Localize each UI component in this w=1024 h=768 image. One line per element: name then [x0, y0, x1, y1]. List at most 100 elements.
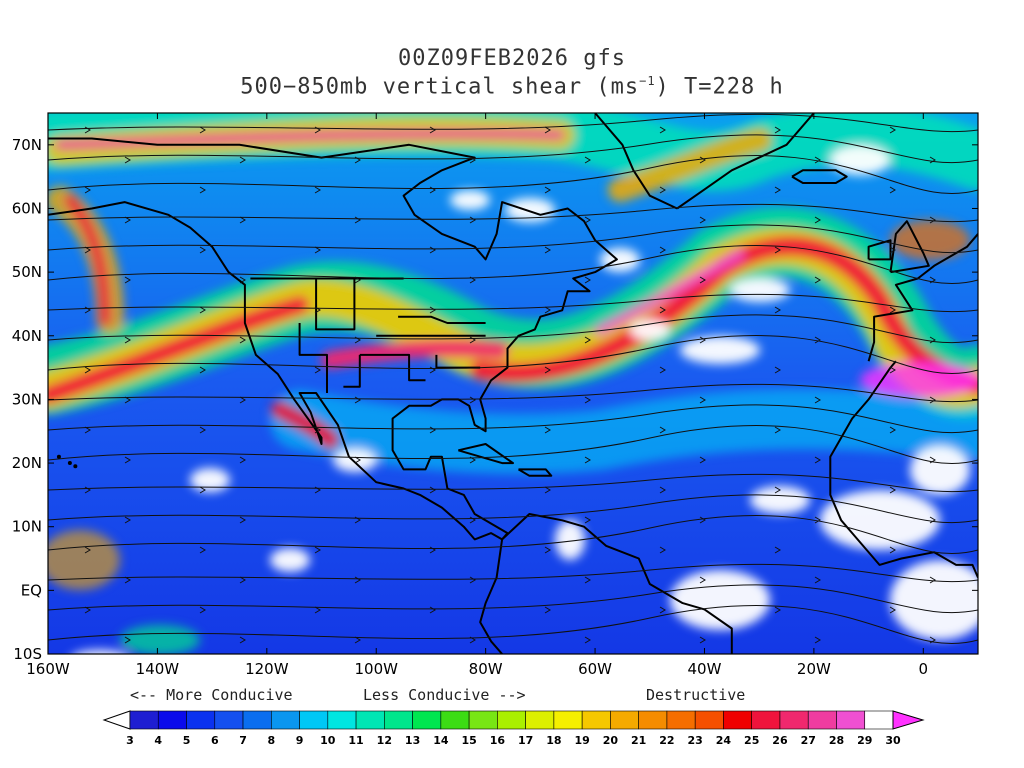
colorbar-label: 10: [320, 734, 336, 747]
streamline-arrow: [774, 126, 781, 134]
shear-blob: [910, 445, 970, 495]
streamline-arrow: [429, 366, 436, 374]
shear-blob: [630, 320, 670, 340]
colorbar-label: 21: [631, 734, 646, 747]
y-tick-label: 40N: [12, 327, 42, 345]
streamline-arrow: [354, 636, 361, 644]
streamline-arrow: [84, 306, 91, 314]
coastline: [315, 278, 356, 331]
shear-blob: [555, 520, 585, 560]
coastline: [359, 353, 426, 382]
streamline-arrow: [659, 306, 666, 314]
streamline-arrow: [544, 366, 551, 374]
streamline-arrow: [659, 246, 666, 254]
streamline-arrow: [699, 156, 706, 164]
streamline-arrow: [544, 486, 551, 494]
colorbar-swatch: [864, 710, 894, 730]
colorbar-swatch: [525, 710, 555, 730]
streamline-arrow: [814, 576, 821, 584]
colorbar-label: 28: [829, 734, 844, 747]
streamline-arrow: [239, 336, 246, 344]
streamline-arrow: [544, 606, 551, 614]
colorbar-swatch: [299, 710, 329, 730]
colorbar-swatch: [553, 710, 583, 730]
streamline-arrow: [124, 396, 131, 404]
shear-blob: [190, 468, 230, 492]
streamline-arrow: [199, 366, 206, 374]
streamline: [48, 113, 978, 133]
streamline: [48, 155, 978, 195]
shear-band: [48, 296, 309, 404]
y-tick-label: 30N: [12, 390, 42, 408]
coastline: [676, 113, 815, 210]
y-tick-label: 10N: [12, 518, 42, 536]
shear-band: [321, 339, 509, 369]
shear-band: [608, 128, 772, 202]
coastline: [501, 513, 733, 654]
shear-blob: [505, 198, 555, 222]
colorbar-label: 11: [348, 734, 363, 747]
streamline-arrow: [889, 366, 896, 374]
streamline-arrow: [584, 216, 591, 224]
x-tick-label: 40W: [688, 660, 722, 678]
x-tick-label: 60W: [578, 660, 612, 678]
colorbar-label: 15: [461, 734, 476, 747]
coastline: [298, 323, 328, 393]
streamline: [48, 293, 978, 313]
coastline: [479, 539, 504, 654]
colorbar-label: 13: [405, 734, 420, 747]
colorbar-swatch: [242, 710, 272, 730]
streamline-arrow: [469, 636, 476, 644]
streamline-arrow: [429, 546, 436, 554]
shear-blob: [76, 650, 124, 654]
streamline-arrow: [929, 216, 936, 224]
colorbar-swatch: [497, 710, 526, 730]
streamline-arrow: [889, 606, 896, 614]
streamline-arrow: [124, 576, 131, 584]
streamline-arrow: [584, 156, 591, 164]
coastline: [517, 468, 553, 477]
streamline-arrow: [544, 186, 551, 194]
streamline-arrow: [314, 606, 321, 614]
streamline-arrow: [774, 606, 781, 614]
island: [73, 464, 78, 469]
streamline-arrow: [469, 156, 476, 164]
shear-band: [271, 401, 339, 449]
streamline: [48, 473, 978, 493]
streamline-arrow: [354, 516, 361, 524]
streamline-arrow: [544, 126, 551, 134]
streamline-arrow: [124, 456, 131, 464]
streamline-arrow: [469, 456, 476, 464]
streamline-arrow: [84, 186, 91, 194]
streamline-arrow: [584, 396, 591, 404]
streamline-arrow: [584, 456, 591, 464]
streamline-arrow: [124, 156, 131, 164]
streamline-arrow: [354, 576, 361, 584]
streamline: [48, 383, 978, 403]
colorbar-label: 12: [377, 734, 392, 747]
streamline-arrow: [354, 336, 361, 344]
map-frame: [47, 112, 979, 655]
streamline-arrow: [429, 306, 436, 314]
shear-blob: [450, 190, 490, 210]
streamline-arrow: [774, 546, 781, 554]
streamline-arrow: [429, 486, 436, 494]
streamline-arrow: [699, 456, 706, 464]
streamline-arrow: [814, 276, 821, 284]
colorbar-swatch: [638, 710, 668, 730]
colorbar-label: 18: [546, 734, 561, 747]
streamline-arrow: [929, 336, 936, 344]
colorbar-swatch: [779, 710, 809, 730]
colorbar-swatch: [836, 710, 866, 730]
colorbar-swatch: [384, 710, 413, 730]
streamline-arrow: [354, 276, 361, 284]
streamline-arrow: [814, 636, 821, 644]
colorbar-swatch: [694, 710, 724, 730]
y-tick-label: 60N: [12, 199, 42, 217]
shear-blob: [48, 530, 120, 590]
colorbar-swatch: [807, 710, 837, 730]
streamline-arrow: [889, 546, 896, 554]
colorbar-label: 6: [211, 734, 219, 747]
